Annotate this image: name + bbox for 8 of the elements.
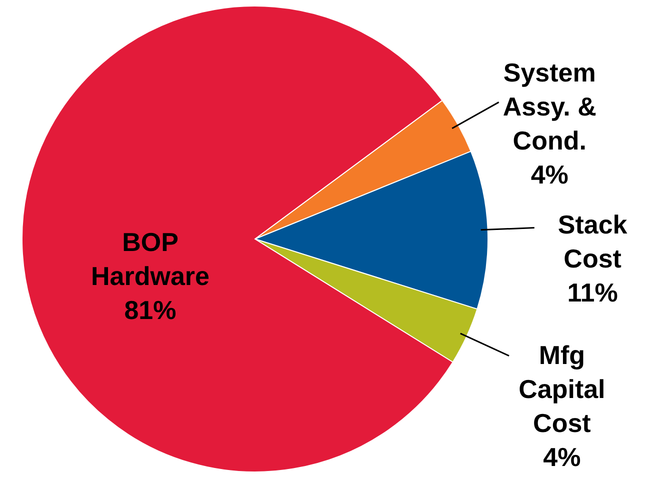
- slice-label: BOP Hardware: [90, 227, 210, 292]
- slice-label: Mfg Capital Cost: [518, 340, 606, 438]
- data-label: 4%: [530, 160, 568, 190]
- slice-label: Stack Cost: [558, 209, 628, 274]
- data-label: 81%: [124, 295, 176, 326]
- slice-label: System Assy. & Cond.: [502, 58, 596, 156]
- data-label: 11%: [567, 277, 618, 308]
- data-label: 4%: [543, 442, 581, 472]
